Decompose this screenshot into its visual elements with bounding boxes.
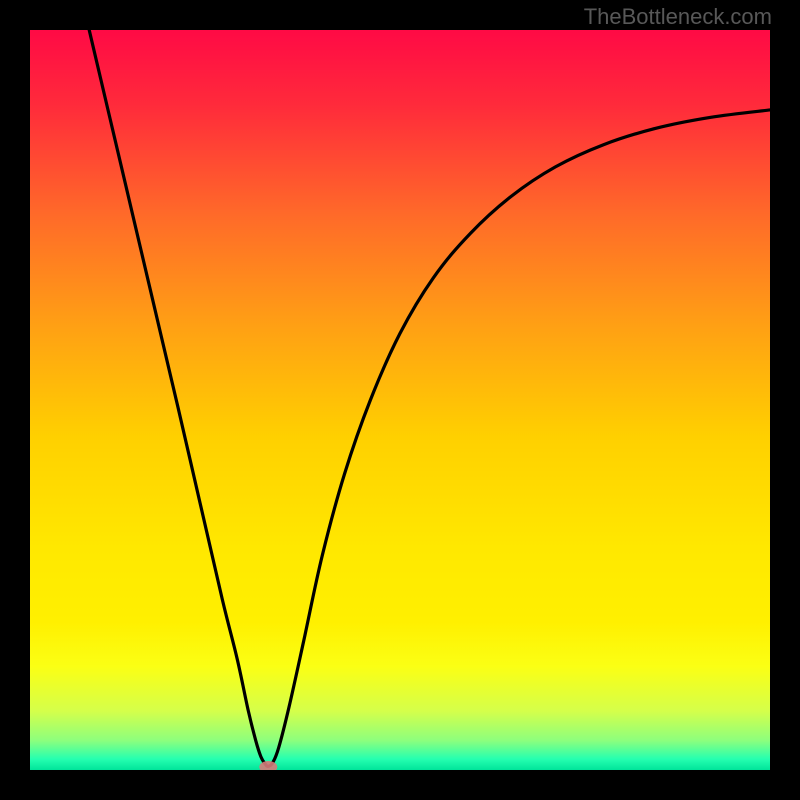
plot-area — [30, 30, 770, 770]
site-watermark: TheBottleneck.com — [584, 4, 772, 30]
chart-stage: TheBottleneck.com — [0, 0, 800, 800]
bottleneck-gradient-background — [30, 30, 770, 770]
